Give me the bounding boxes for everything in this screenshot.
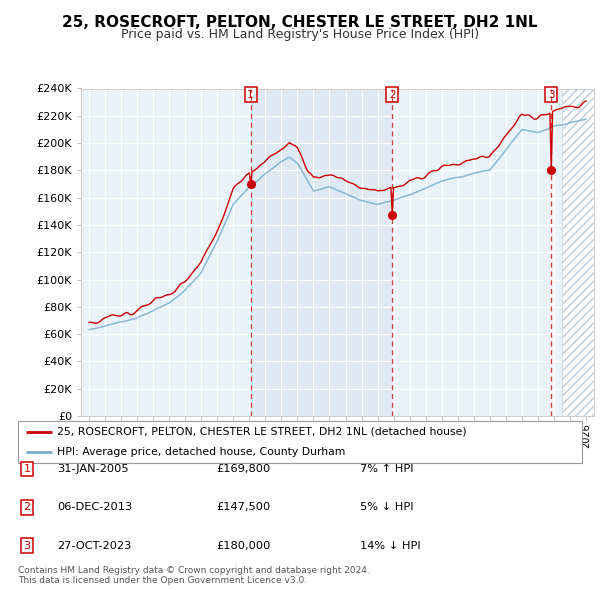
Text: 5% ↓ HPI: 5% ↓ HPI: [360, 503, 413, 512]
Text: 1: 1: [23, 464, 31, 474]
Bar: [562, 88, 594, 416]
Text: £180,000: £180,000: [216, 541, 271, 550]
Text: 7% ↑ HPI: 7% ↑ HPI: [360, 464, 413, 474]
Text: £147,500: £147,500: [216, 503, 270, 512]
Bar: [562, 88, 594, 416]
Text: 14% ↓ HPI: 14% ↓ HPI: [360, 541, 421, 550]
Text: 06-DEC-2013: 06-DEC-2013: [57, 503, 132, 512]
Bar: [251, 88, 392, 416]
Text: Price paid vs. HM Land Registry's House Price Index (HPI): Price paid vs. HM Land Registry's House …: [121, 28, 479, 41]
Text: £169,800: £169,800: [216, 464, 270, 474]
Text: 27-OCT-2023: 27-OCT-2023: [57, 541, 131, 550]
Text: 31-JAN-2005: 31-JAN-2005: [57, 464, 128, 474]
Text: Contains HM Land Registry data © Crown copyright and database right 2024.
This d: Contains HM Land Registry data © Crown c…: [18, 566, 370, 585]
Text: 3: 3: [548, 90, 554, 100]
FancyBboxPatch shape: [18, 421, 582, 463]
Text: HPI: Average price, detached house, County Durham: HPI: Average price, detached house, Coun…: [58, 447, 346, 457]
Text: 25, ROSECROFT, PELTON, CHESTER LE STREET, DH2 1NL (detached house): 25, ROSECROFT, PELTON, CHESTER LE STREET…: [58, 427, 467, 437]
Text: 3: 3: [23, 541, 31, 550]
Text: 2: 2: [389, 90, 395, 100]
Text: 1: 1: [247, 90, 254, 100]
Text: 2: 2: [23, 503, 31, 512]
Text: 25, ROSECROFT, PELTON, CHESTER LE STREET, DH2 1NL: 25, ROSECROFT, PELTON, CHESTER LE STREET…: [62, 15, 538, 30]
